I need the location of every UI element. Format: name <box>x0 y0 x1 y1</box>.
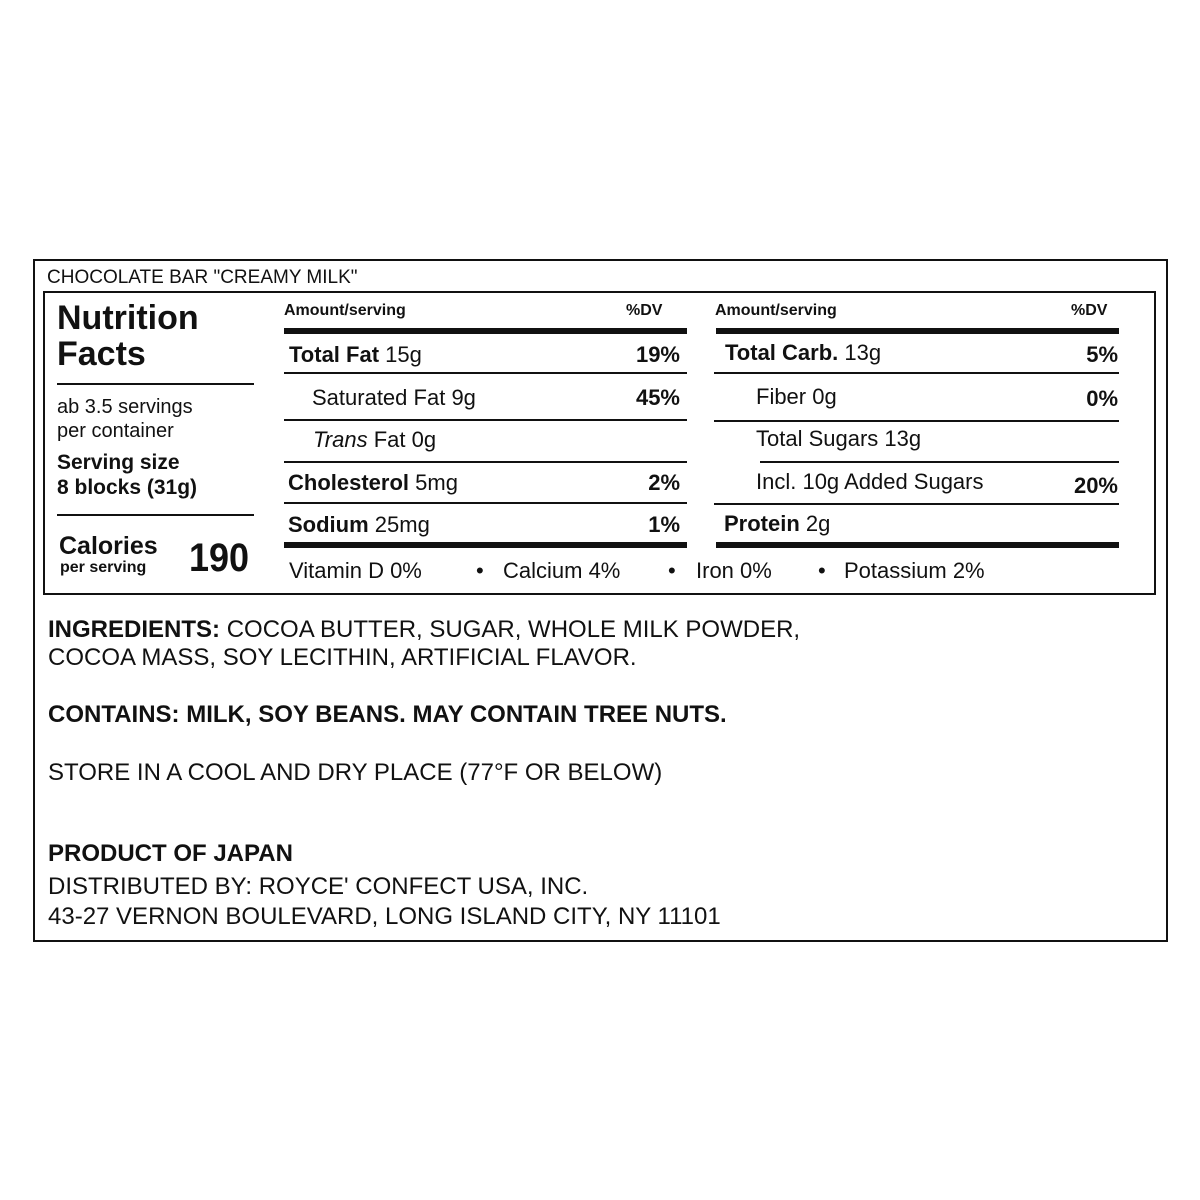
divider <box>714 503 1119 505</box>
serving-size-value: 8 blocks (31g) <box>57 476 198 499</box>
thick-divider <box>284 542 687 548</box>
product-title: CHOCOLATE BAR "CREAMY MILK" <box>47 267 358 288</box>
servings-per-container: ab 3.5 servings <box>57 396 193 418</box>
thick-divider <box>716 542 1119 548</box>
dv-header: %DV <box>626 302 663 319</box>
serving-size-label: Serving size <box>57 451 180 474</box>
nutrient-row-cholesterol: Cholesterol 5mg <box>288 470 458 495</box>
facts-heading: Facts <box>57 335 146 373</box>
divider <box>760 461 1119 463</box>
distributor-name: DISTRIBUTED BY: ROYCE' CONFECT USA, INC. <box>48 873 589 900</box>
bullet: • <box>476 558 484 583</box>
nutrient-row-sodium: Sodium 25mg <box>288 512 430 537</box>
divider <box>284 419 687 421</box>
bullet: • <box>668 558 676 583</box>
divider <box>284 461 687 463</box>
dv-total-carb: 5% <box>1086 342 1118 367</box>
calories-sub: per serving <box>60 559 147 576</box>
ingredients-line-1: INGREDIENTS: COCOA BUTTER, SUGAR, WHOLE … <box>48 616 801 643</box>
dv-sodium: 1% <box>648 512 680 537</box>
allergen-statement: CONTAINS: MILK, SOY BEANS. MAY CONTAIN T… <box>48 701 727 728</box>
nutrient-row-total-sugars: Total Sugars 13g <box>756 426 922 451</box>
servings-per-container-2: per container <box>57 420 174 442</box>
thick-divider <box>284 328 687 334</box>
amount-header-right: Amount/serving <box>715 302 837 319</box>
distributor-address: 43-27 VERNON BOULEVARD, LONG ISLAND CITY… <box>48 903 721 930</box>
micro-potassium: Potassium 2% <box>844 558 985 583</box>
nutrition-facts-panel <box>43 291 1156 595</box>
calories-label: Calories <box>59 532 158 560</box>
divider <box>57 383 254 385</box>
ingredients-line-2: COCOA MASS, SOY LECITHIN, ARTIFICIAL FLA… <box>48 644 637 671</box>
amount-header: Amount/serving <box>284 302 406 319</box>
dv-added-sugars: 20% <box>1073 473 1118 498</box>
nutrition-heading: Nutrition <box>57 299 199 337</box>
nutrient-row-protein: Protein 2g <box>724 511 831 536</box>
bullet: • <box>818 558 826 583</box>
dv-header-right: %DV <box>1071 302 1108 319</box>
divider <box>284 372 687 374</box>
nutrient-row-total-carb: Total Carb. 13g <box>725 340 882 365</box>
micro-vitamin-d: Vitamin D 0% <box>289 558 422 583</box>
country-of-origin: PRODUCT OF JAPAN <box>48 840 293 867</box>
dv-cholesterol: 2% <box>648 470 680 495</box>
micro-calcium: Calcium 4% <box>503 558 621 583</box>
divider <box>284 502 687 504</box>
divider <box>714 372 1119 374</box>
nutrient-row-added-sugars: Incl. 10g Added Sugars <box>756 469 984 494</box>
nutrient-row-trans-fat: Trans Fat 0g <box>313 427 437 452</box>
nutrient-row-fiber: Fiber 0g <box>756 384 837 409</box>
thick-divider <box>716 328 1119 334</box>
calories-value: 190 <box>189 536 250 580</box>
divider <box>57 514 254 516</box>
nutrient-row-saturated-fat: Saturated Fat 9g <box>312 385 476 410</box>
dv-fiber: 0% <box>1086 386 1118 411</box>
storage-instructions: STORE IN A COOL AND DRY PLACE (77°F OR B… <box>48 759 663 786</box>
dv-total-fat: 19% <box>635 342 680 367</box>
divider <box>714 420 1119 422</box>
dv-saturated-fat: 45% <box>635 385 680 410</box>
nutrient-row-total-fat: Total Fat 15g <box>289 342 422 367</box>
micro-iron: Iron 0% <box>696 558 772 583</box>
label-outer-frame <box>33 259 1168 942</box>
